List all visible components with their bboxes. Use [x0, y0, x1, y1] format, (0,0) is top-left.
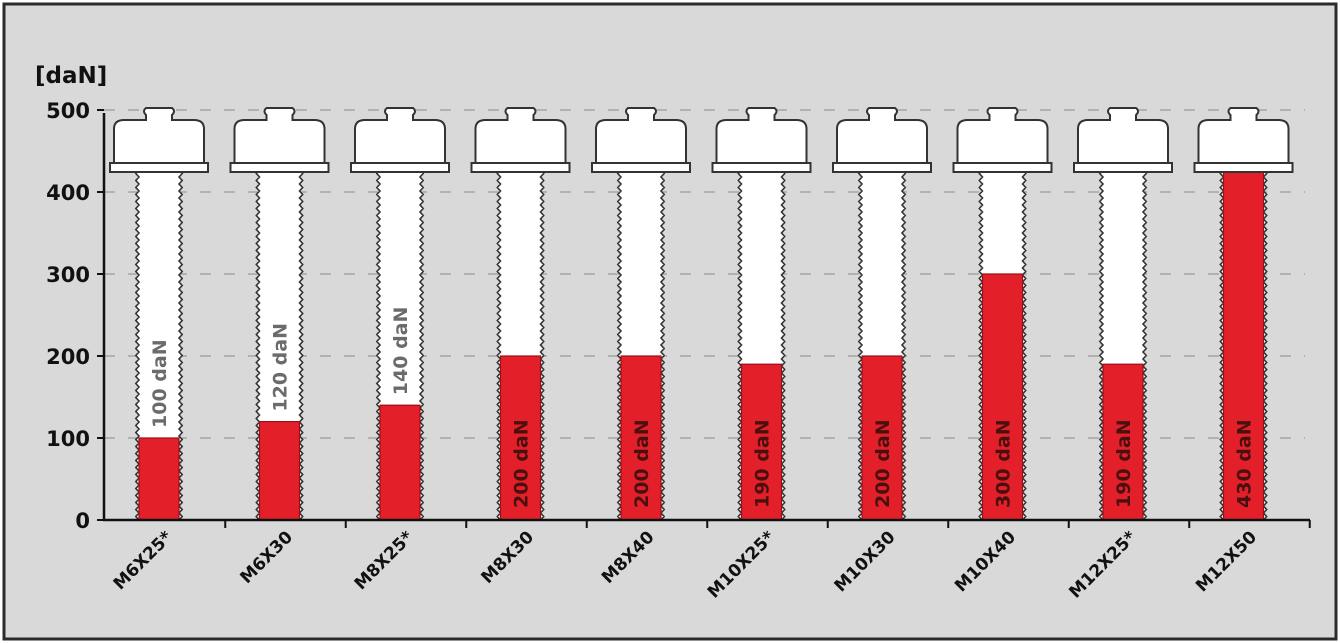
- bolt-washer: [591, 162, 691, 173]
- bolt-washer: [229, 162, 330, 173]
- data-label: 100 daN: [149, 339, 171, 428]
- bolt-washer: [952, 162, 1053, 173]
- bolt-head: [836, 107, 928, 165]
- y-axis-title: [daN]: [35, 63, 107, 89]
- bolt-head: [113, 107, 205, 165]
- bolt-group: 190 daN: [1073, 107, 1173, 521]
- bolt-washer: [1073, 162, 1173, 173]
- bar: [981, 273, 1024, 521]
- y-tick-label: 200: [46, 345, 90, 369]
- bolt-washer: [109, 162, 209, 173]
- bolt-head: [715, 107, 808, 165]
- data-label: 200 daN: [872, 419, 894, 508]
- bolt-washer: [350, 162, 450, 173]
- bar: [740, 363, 783, 521]
- bolt-group: 200 daN: [832, 107, 932, 521]
- data-label: 430 daN: [1234, 419, 1256, 508]
- bolt-group: 300 daN: [952, 107, 1053, 521]
- bolt-group: 430 daN: [1193, 107, 1294, 521]
- y-tick-label: 400: [46, 181, 90, 205]
- bolt-head: [233, 107, 326, 165]
- bolt-washer: [1193, 162, 1294, 173]
- bolt-group: 200 daN: [591, 107, 691, 521]
- bolt-group: 200 daN: [470, 107, 571, 521]
- data-label: 120 daN: [270, 323, 292, 412]
- bar: [499, 355, 542, 521]
- bar: [1102, 363, 1144, 521]
- bolt-head: [595, 107, 687, 165]
- y-tick-label: 0: [75, 509, 90, 533]
- bolt-group: 140 daN: [350, 107, 450, 521]
- bolt-group: 100 daN: [109, 107, 209, 521]
- axes: [97, 109, 1311, 528]
- bolt-head: [474, 107, 567, 165]
- data-label: 190 daN: [752, 419, 774, 508]
- bolt-head: [1077, 107, 1169, 165]
- data-label: 200 daN: [511, 419, 533, 508]
- bolt-head: [956, 107, 1049, 165]
- data-label: 300 daN: [993, 419, 1015, 508]
- bolt-head: [1197, 107, 1290, 165]
- y-tick-labels: 0 100 200 300 400 500: [46, 99, 90, 533]
- bolt-group: 190 daN: [711, 107, 812, 521]
- y-tick-label: 300: [46, 263, 90, 287]
- bolt-washer: [470, 162, 571, 173]
- bar: [379, 404, 421, 521]
- bar: [620, 355, 662, 521]
- bar: [861, 355, 903, 521]
- bolt-washer: [832, 162, 932, 173]
- bolt-washer: [711, 162, 812, 173]
- data-label: 200 daN: [631, 419, 653, 508]
- bar: [138, 437, 180, 521]
- grid-lines: [104, 109, 1305, 439]
- data-label: 140 daN: [390, 307, 412, 396]
- data-label: 190 daN: [1113, 419, 1135, 508]
- y-tick-label: 500: [46, 99, 90, 123]
- bolt-head: [354, 107, 446, 165]
- y-tick-label: 100: [46, 427, 90, 451]
- bar: [258, 421, 301, 521]
